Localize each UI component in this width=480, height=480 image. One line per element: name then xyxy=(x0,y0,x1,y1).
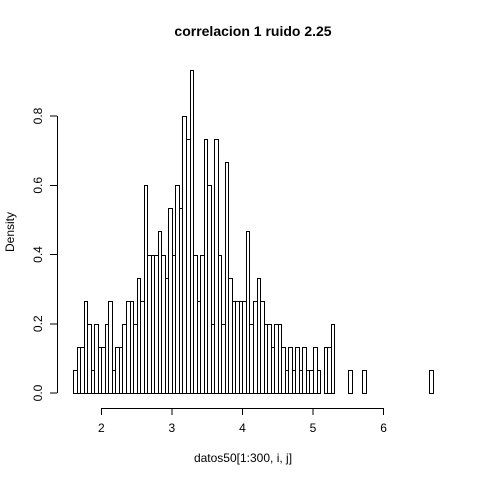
histogram-bar xyxy=(429,370,434,394)
histogram-bar xyxy=(228,278,233,394)
histogram-bar xyxy=(108,301,113,394)
histogram-bar xyxy=(267,324,272,394)
chart-title: correlacion 1 ruido 2.25 xyxy=(174,23,331,39)
histogram-bar xyxy=(133,324,138,394)
histogram-bar xyxy=(288,347,293,394)
y-tick-label: 0.4 xyxy=(31,246,45,263)
x-tick-label: 6 xyxy=(380,421,387,435)
histogram-bar xyxy=(101,347,106,394)
histogram-bar xyxy=(309,370,314,394)
histogram-bar xyxy=(122,324,127,394)
histogram-bar xyxy=(140,301,145,394)
histogram-bar xyxy=(154,255,159,394)
x-axis: 2 3 4 5 6 xyxy=(98,408,387,435)
histogram-bar xyxy=(193,255,198,394)
histogram-bar xyxy=(327,347,332,394)
histogram-bar xyxy=(242,301,247,394)
x-tick-label: 4 xyxy=(239,421,246,435)
histogram-bar xyxy=(235,301,240,394)
histogram-bar xyxy=(274,324,279,394)
y-axis: 0.0 0.2 0.4 0.6 0.8 xyxy=(31,107,58,401)
y-tick-label: 0.2 xyxy=(31,315,45,332)
histogram-bar xyxy=(161,255,166,394)
histogram-bar xyxy=(313,347,318,394)
histogram-bar xyxy=(253,301,258,394)
histogram-bar xyxy=(331,324,335,394)
x-tick-label: 5 xyxy=(310,421,317,435)
histogram-bar xyxy=(175,185,180,394)
y-tick-label: 0.6 xyxy=(31,177,45,194)
histogram-bar xyxy=(221,324,226,394)
histogram-bar xyxy=(249,324,254,394)
histogram-bar xyxy=(190,70,194,394)
histogram-bar xyxy=(94,324,99,394)
histogram-bar xyxy=(73,370,78,394)
histogram-bar xyxy=(200,255,205,394)
histogram-bar xyxy=(362,370,367,394)
y-axis-label: Density xyxy=(3,212,17,252)
y-tick-label: 0.0 xyxy=(31,384,45,401)
histogram-bar xyxy=(207,185,212,394)
histogram-bar xyxy=(126,301,131,394)
histogram-bar xyxy=(281,347,286,394)
histogram-bar xyxy=(87,324,92,394)
histogram-bar xyxy=(115,347,120,394)
bars-group xyxy=(73,70,434,394)
y-tick-label: 0.8 xyxy=(31,107,45,124)
histogram-bar xyxy=(168,208,173,394)
x-tick-label: 3 xyxy=(169,421,176,435)
histogram-bar xyxy=(317,370,321,394)
x-tick-label: 2 xyxy=(98,421,105,435)
histogram-bar xyxy=(295,347,300,394)
histogram-bar xyxy=(348,370,353,394)
histogram-bar xyxy=(147,255,152,394)
histogram-bar xyxy=(186,139,191,394)
histogram-bar xyxy=(80,347,85,394)
histogram-bar xyxy=(182,116,187,394)
x-axis-label: datos50[1:300, i, j] xyxy=(194,451,292,465)
histogram-bar xyxy=(214,139,219,394)
histogram-bar xyxy=(302,347,307,394)
histogram-bar xyxy=(246,231,250,394)
histogram-bar xyxy=(260,301,265,394)
